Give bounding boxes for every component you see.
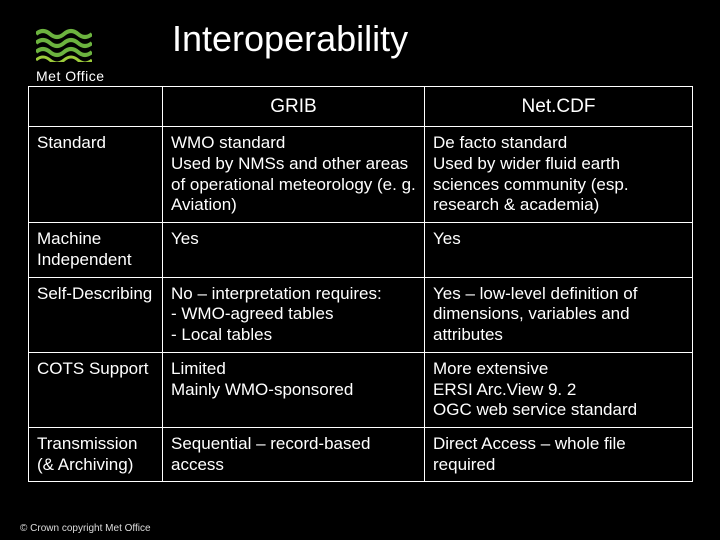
table-header-netcdf: Net.CDF xyxy=(425,87,693,127)
cell-grib: No – interpretation requires: - WMO-agre… xyxy=(163,277,425,352)
row-label: Standard xyxy=(29,127,163,223)
cell-grib: WMO standard Used by NMSs and other area… xyxy=(163,127,425,223)
cell-grib: Yes xyxy=(163,223,425,277)
cell-netcdf: Yes xyxy=(425,223,693,277)
page-title: Interoperability xyxy=(172,18,408,60)
cell-netcdf: Direct Access – whole file required xyxy=(425,427,693,481)
table-header-grib: GRIB xyxy=(163,87,425,127)
slide: Met Office Interoperability GRIB Net.CDF… xyxy=(0,0,720,540)
table-row: Self-DescribingNo – interpretation requi… xyxy=(29,277,693,352)
cell-netcdf: De facto standard Used by wider fluid ea… xyxy=(425,127,693,223)
table-row: Transmission (& Archiving)Sequential – r… xyxy=(29,427,693,481)
cell-netcdf: More extensive ERSI Arc.View 9. 2 OGC we… xyxy=(425,352,693,427)
table-header-row: GRIB Net.CDF xyxy=(29,87,693,127)
logo-waves-icon xyxy=(36,28,92,62)
row-label: COTS Support xyxy=(29,352,163,427)
table-header-empty xyxy=(29,87,163,127)
logo-label: Met Office xyxy=(36,68,146,84)
row-label: Machine Independent xyxy=(29,223,163,277)
cell-grib: Sequential – record-based access xyxy=(163,427,425,481)
copyright: © Crown copyright Met Office xyxy=(20,523,151,534)
row-label: Transmission (& Archiving) xyxy=(29,427,163,481)
logo: Met Office xyxy=(36,28,146,84)
row-label: Self-Describing xyxy=(29,277,163,352)
table-row: Machine IndependentYesYes xyxy=(29,223,693,277)
table-row: COTS SupportLimited Mainly WMO-sponsored… xyxy=(29,352,693,427)
cell-netcdf: Yes – low-level definition of dimensions… xyxy=(425,277,693,352)
table-row: StandardWMO standard Used by NMSs and ot… xyxy=(29,127,693,223)
table-body: StandardWMO standard Used by NMSs and ot… xyxy=(29,127,693,482)
comparison-table: GRIB Net.CDF StandardWMO standard Used b… xyxy=(28,86,693,482)
cell-grib: Limited Mainly WMO-sponsored xyxy=(163,352,425,427)
